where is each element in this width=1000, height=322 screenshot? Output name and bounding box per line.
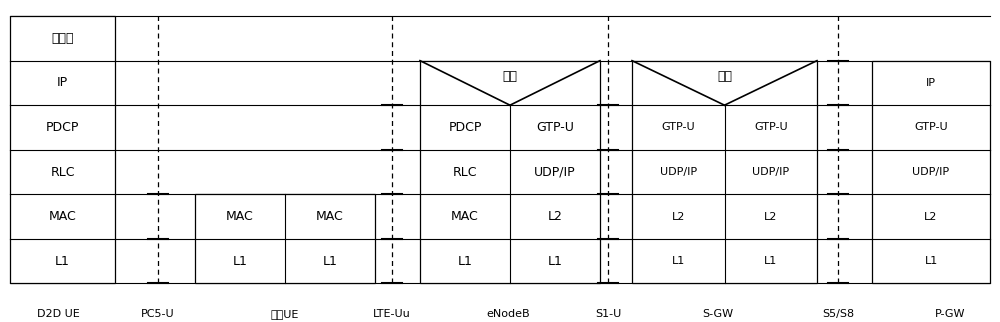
Text: PDCP: PDCP (448, 121, 482, 134)
Text: L1: L1 (233, 255, 247, 268)
Text: 中继: 中继 (503, 70, 518, 83)
Text: L1: L1 (458, 255, 472, 268)
Bar (10, 16, 115, 283)
Text: L1: L1 (548, 255, 562, 268)
Text: L2: L2 (548, 210, 562, 223)
Text: UDP/IP: UDP/IP (912, 167, 950, 177)
Text: UDP/IP: UDP/IP (752, 167, 789, 177)
Text: UDP/IP: UDP/IP (660, 167, 697, 177)
Text: PDCP: PDCP (46, 121, 79, 134)
Text: L1: L1 (672, 256, 685, 266)
Text: MAC: MAC (451, 210, 479, 223)
Text: S5/S8: S5/S8 (822, 309, 854, 319)
Text: PC5-U: PC5-U (141, 309, 175, 319)
Text: D2D UE: D2D UE (37, 309, 79, 319)
Text: L1: L1 (924, 256, 938, 266)
Text: GTP-U: GTP-U (661, 122, 695, 132)
Text: 应用层: 应用层 (51, 32, 74, 45)
Text: S-GW: S-GW (702, 309, 734, 319)
Text: L1: L1 (323, 255, 337, 268)
Text: L1: L1 (764, 256, 777, 266)
Text: MAC: MAC (226, 210, 254, 223)
Text: GTP-U: GTP-U (536, 121, 574, 134)
Text: UDP/IP: UDP/IP (534, 166, 576, 178)
Text: L2: L2 (764, 212, 777, 222)
Text: L1: L1 (55, 255, 70, 268)
Text: IP: IP (57, 76, 68, 90)
Text: GTP-U: GTP-U (914, 122, 948, 132)
Text: GTP-U: GTP-U (754, 122, 788, 132)
Text: S1-U: S1-U (595, 309, 621, 319)
Text: eNodeB: eNodeB (486, 309, 530, 319)
Text: LTE-Uu: LTE-Uu (373, 309, 411, 319)
Text: L2: L2 (672, 212, 685, 222)
Bar (632, 61, 817, 283)
Bar (872, 61, 990, 283)
Text: MAC: MAC (49, 210, 76, 223)
Text: L2: L2 (924, 212, 938, 222)
Text: MAC: MAC (316, 210, 344, 223)
Bar (420, 61, 600, 283)
Text: 中继UE: 中继UE (271, 309, 299, 319)
Text: 中继: 中继 (717, 70, 732, 83)
Text: RLC: RLC (50, 166, 75, 178)
Text: IP: IP (926, 78, 936, 88)
Text: RLC: RLC (453, 166, 477, 178)
Text: P-GW: P-GW (935, 309, 965, 319)
Bar (195, 194, 375, 283)
